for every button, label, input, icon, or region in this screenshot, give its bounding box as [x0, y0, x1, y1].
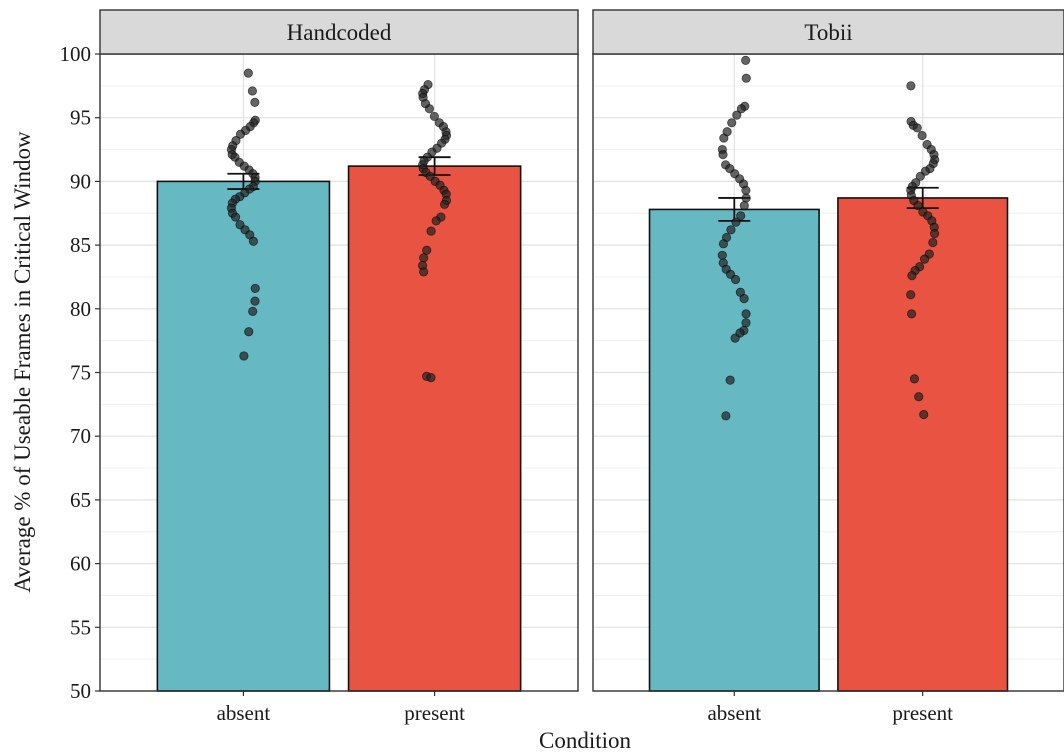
data-point — [915, 171, 925, 181]
data-point — [730, 274, 741, 285]
y-tick-label: 80 — [70, 297, 91, 321]
data-point — [739, 201, 749, 211]
data-point — [248, 306, 258, 316]
data-point — [727, 118, 737, 128]
y-tick-label: 65 — [70, 488, 91, 512]
data-point — [230, 212, 241, 222]
data-point — [439, 199, 450, 209]
data-point — [741, 318, 751, 328]
data-point — [244, 327, 254, 337]
facet-strip — [592, 9, 1064, 55]
bar-absent — [648, 208, 820, 692]
data-point — [736, 104, 746, 114]
data-point — [741, 185, 751, 195]
data-point — [913, 201, 923, 211]
y-tick-label: 100 — [60, 42, 92, 66]
bar-absent — [156, 180, 331, 692]
x-tick-label-present: present — [404, 701, 465, 725]
data-point — [907, 271, 917, 281]
y-axis: 50 55 60 65 70 75 80 85 90 95 100 — [60, 42, 100, 703]
data-point — [717, 250, 727, 260]
y-tick-label: 55 — [70, 615, 91, 639]
facet-strip-label: Tobii — [804, 20, 852, 45]
data-point — [250, 283, 260, 294]
data-point — [721, 411, 731, 421]
data-point — [741, 309, 751, 319]
data-point — [250, 296, 260, 306]
data-point — [243, 68, 253, 78]
data-point — [919, 409, 929, 420]
data-point — [422, 245, 432, 255]
data-point — [912, 123, 922, 133]
data-point — [928, 237, 938, 248]
data-point — [914, 392, 924, 402]
y-tick-label: 70 — [70, 424, 91, 448]
data-point — [929, 229, 940, 239]
panel-tobii: absent present Tobii — [592, 9, 1064, 725]
x-tick-label-absent: absent — [217, 701, 271, 725]
data-point — [906, 81, 916, 91]
data-point — [719, 133, 729, 143]
data-point — [725, 375, 735, 385]
data-point — [718, 239, 729, 249]
y-tick-label: 60 — [70, 552, 91, 576]
data-point — [741, 55, 751, 65]
data-point — [919, 254, 930, 264]
data-point — [739, 294, 749, 304]
data-point — [419, 253, 429, 263]
facet-strip — [99, 9, 579, 55]
y-tick-label: 90 — [70, 169, 91, 193]
data-point — [235, 129, 246, 139]
data-point — [431, 216, 441, 226]
x-axis-title: Condition — [539, 728, 632, 753]
data-point — [247, 86, 257, 96]
y-tick-label: 50 — [70, 679, 91, 703]
data-point — [741, 193, 751, 203]
data-point — [909, 374, 920, 384]
panel-handcoded: absent present Handcoded — [99, 9, 579, 725]
y-tick-label: 75 — [70, 361, 91, 385]
y-tick-label: 85 — [70, 233, 91, 257]
data-point — [906, 309, 917, 319]
data-point — [250, 97, 260, 108]
y-axis-title: Average % of Useable Frames in Critical … — [10, 131, 35, 593]
data-point — [248, 236, 258, 246]
data-point — [429, 111, 439, 122]
panels-layer: absent present Handcoded absent present Tobii — [99, 9, 1064, 725]
data-point — [741, 73, 751, 83]
data-point — [726, 225, 736, 235]
data-point — [426, 372, 436, 383]
data-point — [732, 110, 742, 120]
y-tick-label: 95 — [70, 106, 91, 130]
data-point — [424, 104, 435, 114]
bar-present — [837, 197, 1009, 692]
data-point — [917, 130, 927, 141]
data-point — [906, 290, 916, 300]
x-tick-label-present: present — [892, 701, 953, 725]
bar-present — [347, 165, 522, 692]
facet-strip-label: Handcoded — [287, 20, 392, 45]
data-point — [731, 217, 741, 227]
x-tick-label-absent: absent — [707, 701, 761, 725]
data-point — [239, 351, 249, 361]
data-point — [419, 267, 429, 277]
data-point — [730, 333, 740, 343]
data-point — [736, 211, 746, 221]
data-point — [426, 226, 436, 236]
data-point — [718, 150, 728, 160]
